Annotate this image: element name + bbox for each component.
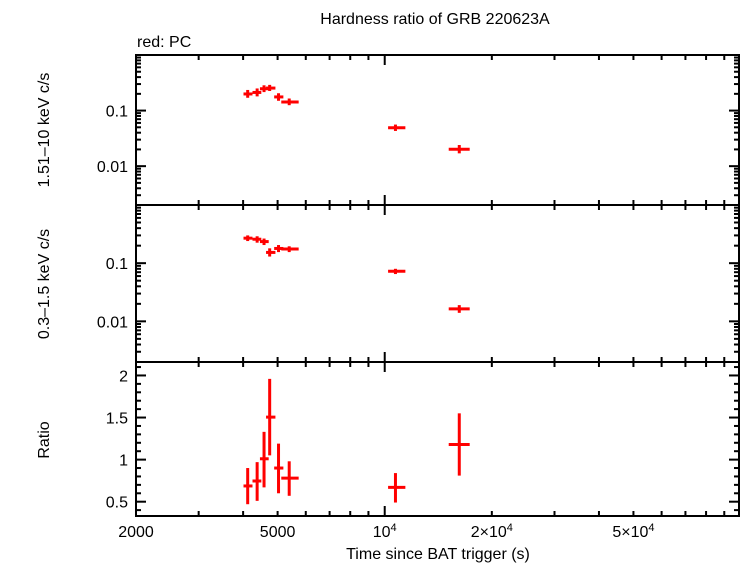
x-tick-label: 2000	[118, 524, 154, 541]
data-point	[243, 235, 253, 242]
data-point	[281, 246, 299, 253]
y-tick-label: 1.5	[106, 411, 128, 428]
y-tick-label: 2	[119, 368, 128, 385]
y-tick-label: 0.1	[106, 256, 128, 273]
data-point	[274, 443, 284, 494]
chart-title: Hardness ratio of GRB 220623A	[320, 11, 550, 28]
data-point	[252, 88, 262, 97]
data-point	[259, 431, 269, 488]
y-tick-label: 0.1	[106, 104, 128, 121]
panel-frame	[135, 204, 740, 363]
panel-frame	[135, 361, 740, 517]
data-point	[266, 248, 276, 257]
y-tick-label: 1	[119, 453, 128, 470]
data-point	[252, 462, 262, 501]
data-point	[448, 145, 470, 154]
x-tick-label: 5×104	[612, 522, 654, 541]
x-tick-label: 5000	[260, 524, 296, 541]
data-point	[448, 305, 470, 313]
y-label-soft: 0.3–1.5 keV c/s	[36, 229, 53, 339]
data-point	[448, 413, 470, 476]
data-point	[281, 461, 299, 496]
data-point	[388, 473, 406, 503]
x-axis-label: Time since BAT trigger (s)	[346, 546, 530, 563]
y-tick-label: 0.5	[106, 495, 128, 512]
data-point	[281, 98, 299, 106]
panel-frame	[135, 54, 740, 206]
legend-note: red: PC	[137, 34, 191, 51]
data-point	[274, 93, 284, 101]
y-label-ratio: Ratio	[36, 421, 53, 458]
data-point	[266, 378, 276, 456]
y-label-hard: 1.51–10 keV c/s	[36, 73, 53, 188]
data-point	[259, 238, 269, 246]
data-point	[243, 89, 253, 98]
y-tick-label: 0.01	[97, 314, 128, 331]
x-tick-label: 104	[373, 522, 397, 541]
data-point	[243, 468, 253, 505]
data-point	[266, 84, 276, 92]
y-tick-label: 0.01	[97, 159, 128, 176]
data-point	[388, 124, 406, 131]
x-tick-label: 2×104	[471, 522, 513, 541]
data-point	[252, 236, 262, 243]
data-point	[388, 268, 406, 275]
